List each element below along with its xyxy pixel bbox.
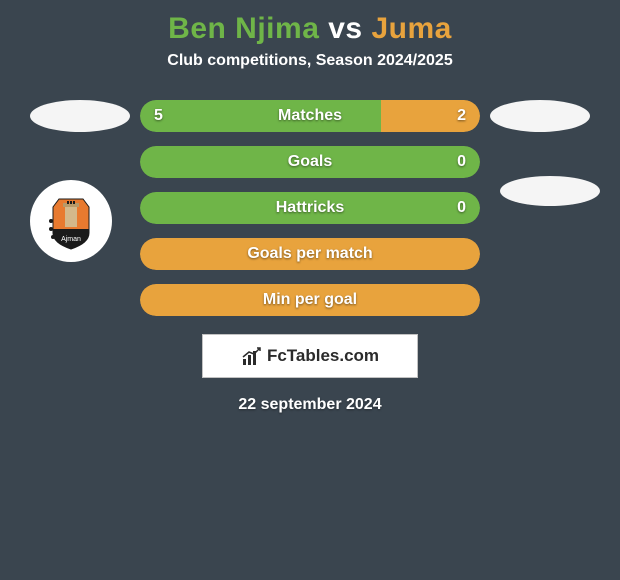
chart-icon [241, 345, 263, 367]
comparison-container: Ben Njima vs Juma Club competitions, Sea… [0, 0, 620, 414]
logo-content: FcTables.com [241, 345, 379, 367]
page-title: Ben Njima vs Juma [0, 8, 620, 52]
stat-row: Matches5 2 [0, 100, 620, 132]
fctables-logo[interactable]: FcTables.com [202, 334, 418, 378]
subtitle: Club competitions, Season 2024/2025 [0, 52, 620, 100]
vs-text: vs [328, 12, 362, 45]
svg-text:Ajman: Ajman [61, 236, 81, 243]
player2-badge [490, 100, 590, 132]
date-text: 22 september 2024 [0, 396, 620, 414]
stat-label: Min per goal [140, 291, 480, 309]
stat-row: Min per goal [0, 284, 620, 316]
stat-bar: Goals0 [140, 146, 480, 178]
stat-label: Goals [140, 153, 480, 171]
stat-bar: Matches5 2 [140, 100, 480, 132]
stat-bar: Min per goal [140, 284, 480, 316]
club-crest-icon: Ajman [39, 189, 103, 253]
stat-value-right: 0 [457, 199, 466, 217]
stat-bar: Hattricks0 [140, 192, 480, 224]
club-badge-right [500, 176, 600, 206]
club-badge-left: Ajman [30, 180, 112, 262]
stat-value-left: 5 [154, 107, 163, 125]
stat-row: Goals0 [0, 146, 620, 178]
player2-name: Juma [371, 12, 451, 45]
stat-label: Hattricks [140, 199, 480, 217]
player1-badge [30, 100, 130, 132]
player1-name: Ben Njima [168, 12, 319, 45]
stat-value-right: 0 [457, 153, 466, 171]
stat-value-right: 2 [457, 107, 466, 125]
logo-text: FcTables.com [267, 346, 379, 366]
stat-label: Matches [140, 107, 480, 125]
stat-bar: Goals per match [140, 238, 480, 270]
stat-label: Goals per match [140, 245, 480, 263]
